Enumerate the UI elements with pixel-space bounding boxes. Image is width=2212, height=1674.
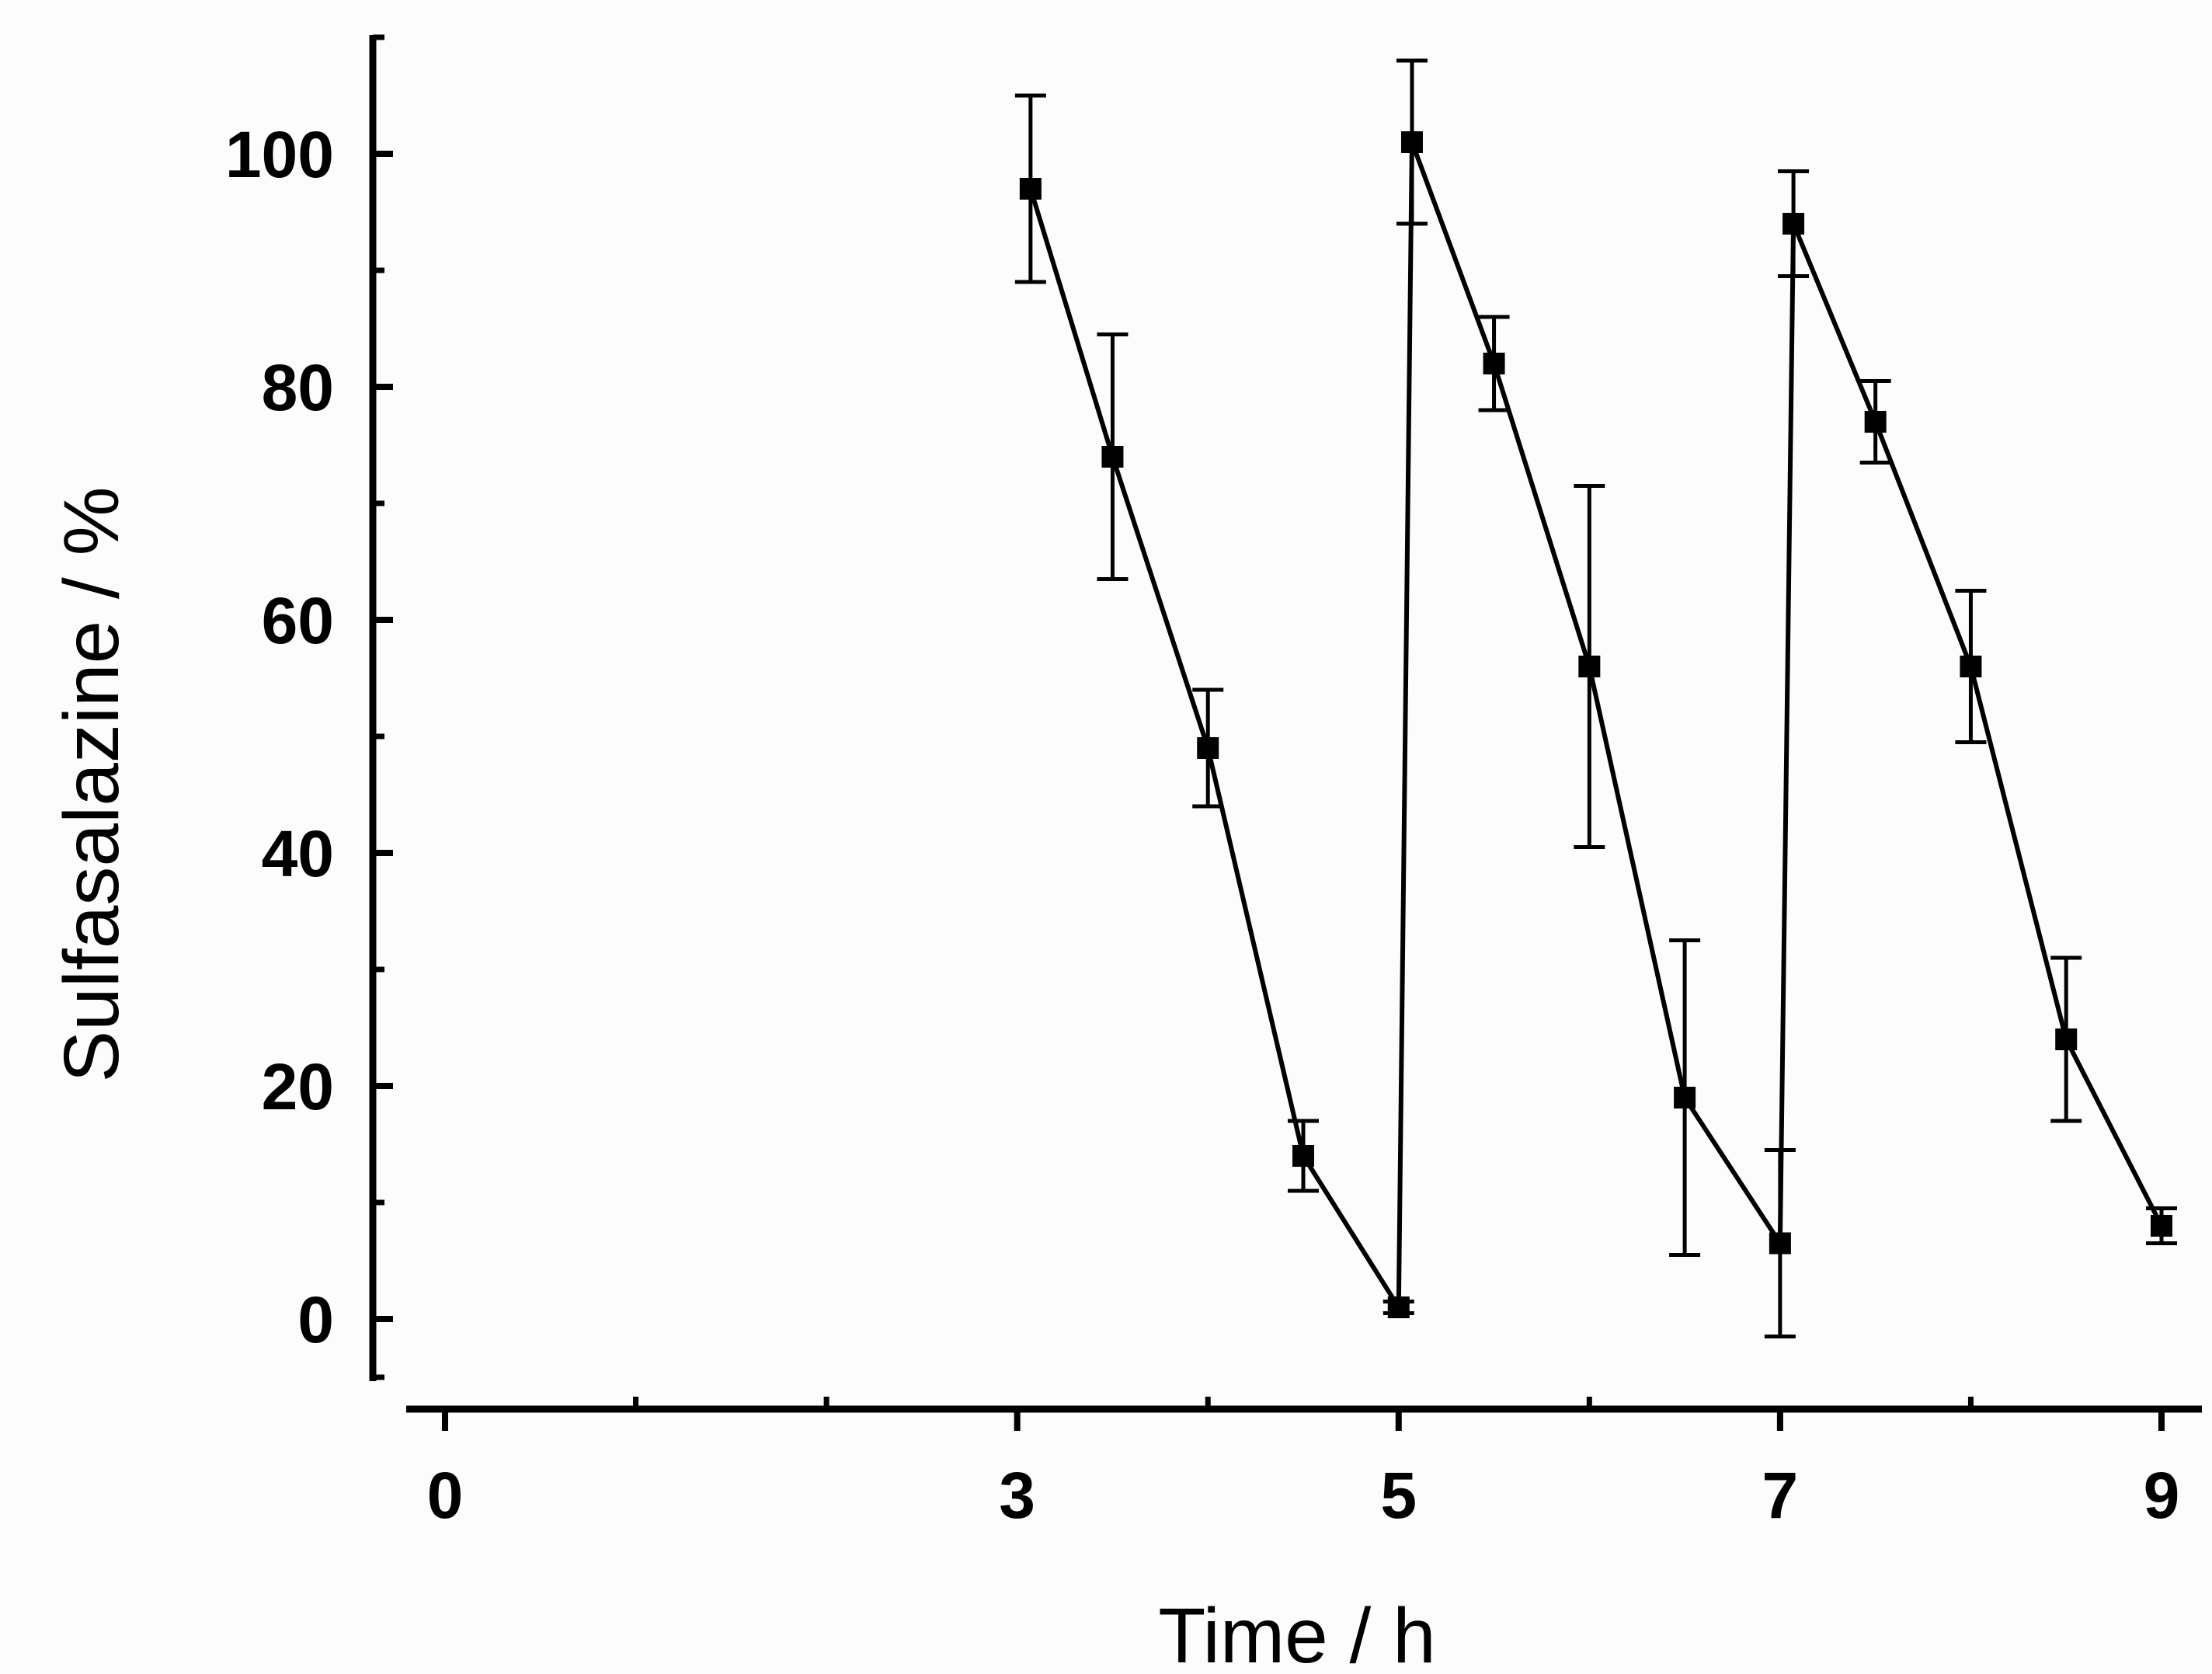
- y-tick-label: 100: [225, 118, 334, 191]
- data-point: [1101, 446, 1124, 468]
- data-point: [1864, 411, 1887, 433]
- x-axis-title: Time / h: [1158, 1592, 1435, 1674]
- y-tick-label: 60: [262, 584, 334, 657]
- data-point: [1769, 1232, 1791, 1255]
- x-tick-label: 0: [427, 1459, 464, 1532]
- data-point: [1674, 1087, 1696, 1108]
- data-point: [2151, 1215, 2172, 1237]
- x-ticks: 0 3 5 7 9: [427, 1397, 2180, 1532]
- data-point: [1578, 656, 1601, 677]
- y-tick-label: 0: [297, 1283, 334, 1356]
- data-point: [1292, 1145, 1314, 1167]
- data-point: [1782, 213, 1805, 235]
- y-tick-label: 20: [262, 1050, 334, 1123]
- data-point: [1400, 131, 1423, 153]
- data-point: [1197, 737, 1219, 759]
- x-tick-label: 7: [1762, 1459, 1799, 1532]
- data-point: [1483, 353, 1505, 374]
- data-point: [1960, 656, 1982, 677]
- plot-series: [1014, 58, 2177, 1338]
- x-tick-label: 9: [2144, 1459, 2180, 1532]
- x-tick-label: 3: [999, 1459, 1035, 1532]
- y-ticks: 0 20 40 60 80 100: [225, 34, 393, 1380]
- data-point: [2055, 1028, 2078, 1050]
- series-line: [1028, 140, 2164, 1310]
- y-tick-label: 40: [262, 817, 334, 890]
- data-point: [1387, 1296, 1410, 1318]
- data-point: [1019, 178, 1042, 200]
- y-tick-label: 80: [262, 351, 334, 424]
- y-axis-title: Sulfasalazine / %: [48, 486, 135, 1082]
- x-tick-label: 5: [1380, 1459, 1417, 1532]
